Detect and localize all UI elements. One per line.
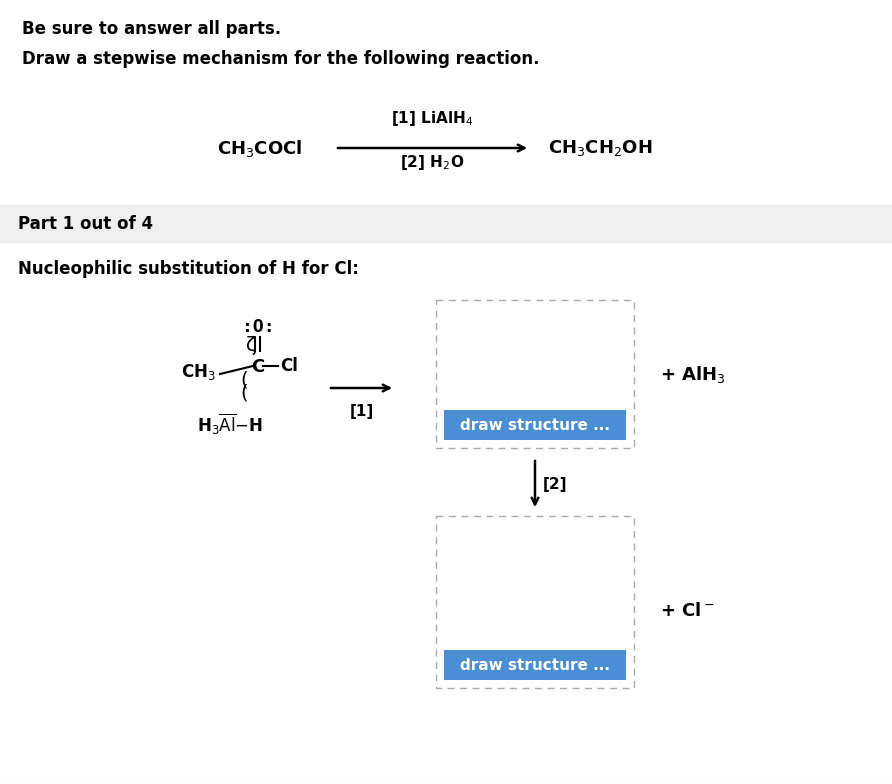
Text: draw structure ...: draw structure ... bbox=[460, 658, 610, 673]
Bar bbox=[436, 516, 634, 688]
Text: [1] LiAlH$_4$: [1] LiAlH$_4$ bbox=[391, 108, 474, 128]
Text: CH$_3$COCl: CH$_3$COCl bbox=[218, 137, 302, 158]
Text: Nucleophilic substitution of H for Cl:: Nucleophilic substitution of H for Cl: bbox=[18, 260, 359, 278]
Text: Cl: Cl bbox=[280, 357, 298, 375]
Text: [2] H$_2$O: [2] H$_2$O bbox=[401, 153, 465, 172]
Text: (: ( bbox=[240, 370, 248, 389]
Bar bbox=[0, 205, 892, 243]
Text: Part 1 out of 4: Part 1 out of 4 bbox=[18, 215, 153, 233]
Text: :O:: :O: bbox=[242, 318, 275, 336]
Text: CH$_3$: CH$_3$ bbox=[181, 362, 216, 382]
Text: [2]: [2] bbox=[543, 477, 567, 492]
Text: draw structure ...: draw structure ... bbox=[460, 418, 610, 433]
Text: CH$_3$CH$_2$OH: CH$_3$CH$_2$OH bbox=[548, 138, 652, 158]
Text: + AlH$_3$: + AlH$_3$ bbox=[660, 364, 725, 384]
Bar bbox=[444, 650, 626, 680]
Text: C: C bbox=[252, 358, 265, 376]
Text: [1]: [1] bbox=[350, 404, 374, 419]
Text: (: ( bbox=[240, 383, 248, 402]
Text: + Cl$^-$: + Cl$^-$ bbox=[660, 601, 714, 619]
Text: Draw a stepwise mechanism for the following reaction.: Draw a stepwise mechanism for the follow… bbox=[22, 50, 540, 68]
Bar bbox=[436, 300, 634, 448]
Text: ζ: ζ bbox=[246, 336, 256, 355]
Text: H$_3$$\overline{\rm Al}$$-$H: H$_3$$\overline{\rm Al}$$-$H bbox=[197, 412, 263, 437]
Bar bbox=[444, 410, 626, 440]
Text: Be sure to answer all parts.: Be sure to answer all parts. bbox=[22, 20, 281, 38]
